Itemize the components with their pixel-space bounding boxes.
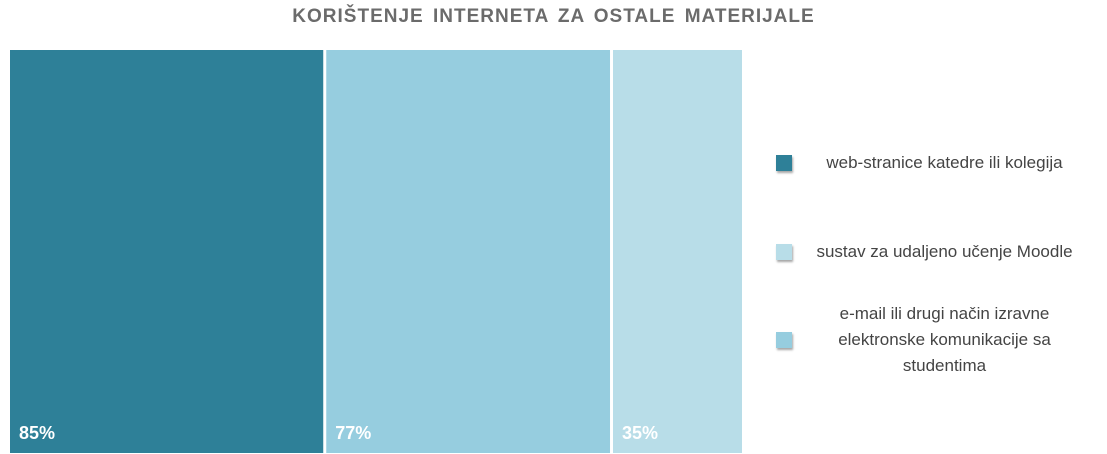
value-label: 85% — [19, 423, 55, 443]
chart-title: KORIŠTENJE INTERNETA ZA OSTALE MATERIJAL… — [292, 6, 815, 27]
bar — [613, 50, 742, 453]
legend-swatch — [776, 244, 792, 260]
bar — [326, 50, 611, 453]
value-label: 77% — [335, 423, 371, 443]
legend-item: sustav za udaljeno učenje Moodle — [776, 239, 1087, 265]
legend-label: sustav za udaljeno učenje Moodle — [816, 242, 1073, 261]
legend-item: web-stranice katedre ili kolegija — [776, 150, 1087, 176]
legend-item: e-mail ili drugi način izravne elektrons… — [776, 301, 1087, 379]
legend-swatch — [776, 155, 792, 171]
legend-swatch — [776, 332, 792, 348]
value-label: 35% — [622, 423, 658, 443]
bar — [10, 50, 324, 453]
legend-label: e-mail ili drugi način izravne elektrons… — [838, 304, 1051, 375]
legend-label: web-stranice katedre ili kolegija — [826, 153, 1063, 172]
